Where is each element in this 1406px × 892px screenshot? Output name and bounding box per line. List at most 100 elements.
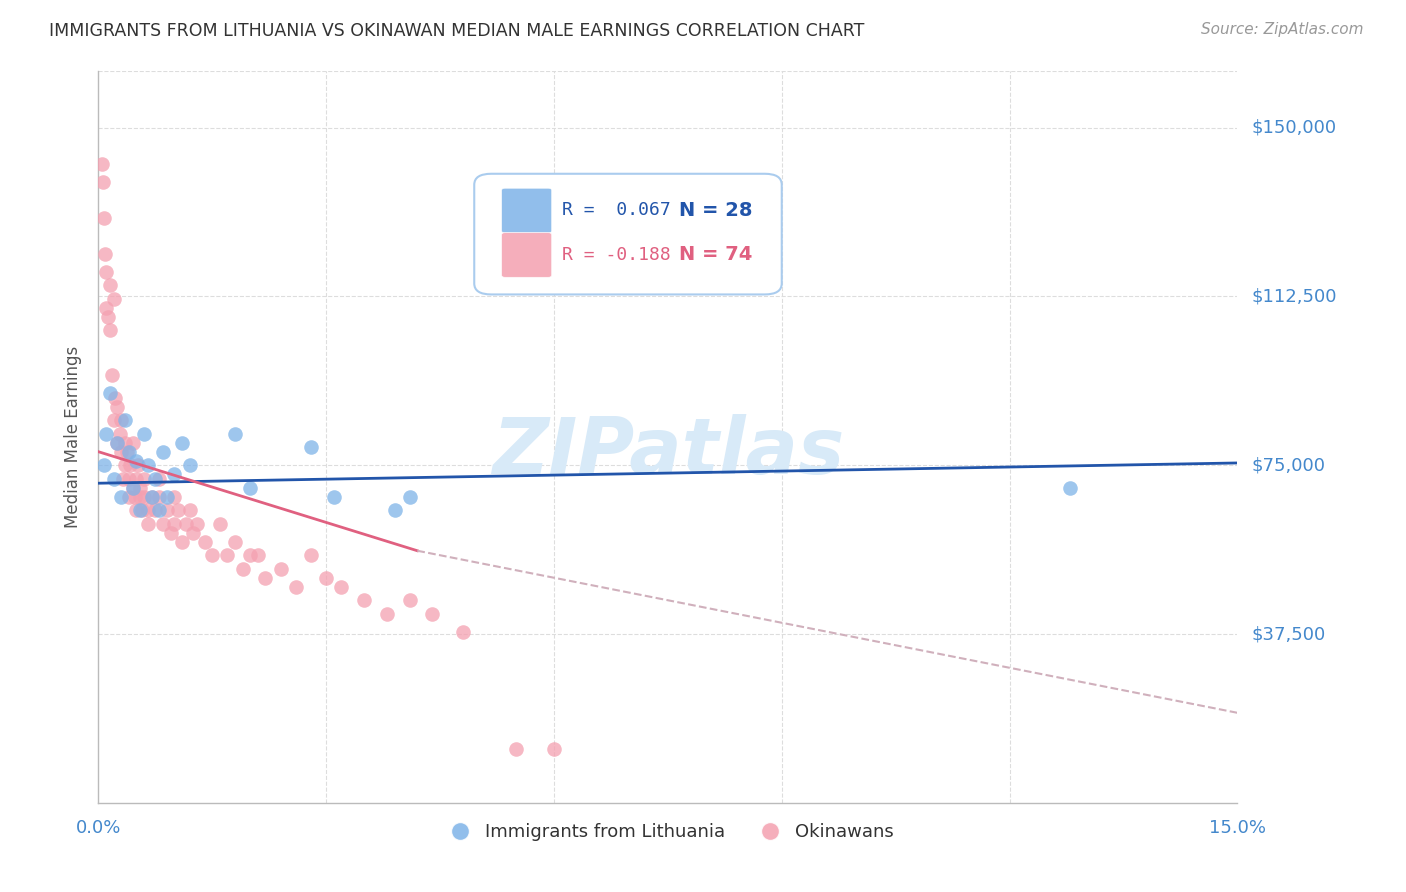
- Point: [543, 741, 565, 756]
- Point: [145, 503, 167, 517]
- Point: [159, 525, 181, 540]
- Text: ZIPatlas: ZIPatlas: [492, 414, 844, 490]
- Point: [284, 580, 307, 594]
- Text: 0.0%: 0.0%: [76, 820, 121, 838]
- Point: [121, 435, 143, 450]
- Point: [170, 534, 193, 549]
- Point: [94, 246, 117, 260]
- Point: [186, 516, 208, 531]
- Point: [110, 490, 132, 504]
- Text: R =  0.067: R = 0.067: [562, 202, 671, 219]
- Point: [117, 444, 139, 458]
- Point: [141, 490, 163, 504]
- Point: [114, 413, 136, 427]
- Legend: Immigrants from Lithuania, Okinawans: Immigrants from Lithuania, Okinawans: [434, 816, 901, 848]
- Point: [132, 490, 155, 504]
- Text: IMMIGRANTS FROM LITHUANIA VS OKINAWAN MEDIAN MALE EARNINGS CORRELATION CHART: IMMIGRANTS FROM LITHUANIA VS OKINAWAN ME…: [49, 22, 865, 40]
- Point: [125, 472, 148, 486]
- Point: [148, 490, 170, 504]
- Point: [163, 490, 186, 504]
- Point: [114, 435, 136, 450]
- Point: [239, 481, 262, 495]
- Text: $75,000: $75,000: [1251, 456, 1326, 475]
- Point: [118, 490, 141, 504]
- Point: [101, 368, 124, 383]
- Text: N = 74: N = 74: [679, 245, 752, 264]
- Point: [375, 607, 398, 621]
- FancyBboxPatch shape: [474, 174, 782, 294]
- Point: [129, 490, 152, 504]
- Point: [270, 562, 292, 576]
- Point: [353, 593, 375, 607]
- FancyBboxPatch shape: [502, 188, 551, 233]
- Point: [232, 562, 254, 576]
- Point: [422, 607, 444, 621]
- Point: [93, 458, 115, 473]
- Point: [156, 490, 179, 504]
- Point: [104, 391, 127, 405]
- Point: [246, 548, 269, 562]
- Point: [103, 292, 125, 306]
- Point: [239, 548, 262, 562]
- Point: [152, 444, 174, 458]
- Point: [148, 472, 170, 486]
- Point: [136, 516, 159, 531]
- Point: [132, 472, 155, 486]
- Text: R = -0.188: R = -0.188: [562, 245, 671, 264]
- Point: [148, 503, 170, 517]
- Point: [398, 593, 420, 607]
- Point: [145, 472, 167, 486]
- Point: [170, 435, 193, 450]
- Point: [111, 472, 134, 486]
- Point: [194, 534, 217, 549]
- Point: [132, 426, 155, 441]
- Point: [114, 458, 136, 473]
- Text: $112,500: $112,500: [1251, 287, 1337, 305]
- Point: [163, 467, 186, 482]
- Text: N = 28: N = 28: [679, 201, 752, 219]
- Point: [183, 525, 205, 540]
- Point: [110, 444, 132, 458]
- Point: [107, 400, 129, 414]
- Point: [136, 458, 159, 473]
- Point: [167, 503, 190, 517]
- Text: $37,500: $37,500: [1251, 625, 1326, 643]
- Point: [224, 534, 246, 549]
- Point: [398, 490, 420, 504]
- Point: [299, 440, 322, 454]
- Point: [103, 413, 125, 427]
- Point: [121, 481, 143, 495]
- Point: [98, 323, 121, 337]
- Point: [505, 741, 527, 756]
- Point: [299, 548, 322, 562]
- Text: 15.0%: 15.0%: [1209, 820, 1265, 838]
- Point: [96, 310, 118, 324]
- Point: [93, 211, 115, 225]
- Point: [107, 435, 129, 450]
- Point: [141, 490, 163, 504]
- Point: [94, 426, 117, 441]
- Point: [330, 580, 353, 594]
- Text: Source: ZipAtlas.com: Source: ZipAtlas.com: [1201, 22, 1364, 37]
- Point: [121, 481, 143, 495]
- Point: [91, 156, 114, 170]
- Point: [98, 386, 121, 401]
- Point: [91, 175, 114, 189]
- Point: [179, 503, 201, 517]
- Point: [451, 624, 474, 639]
- Point: [131, 503, 153, 517]
- Point: [103, 472, 125, 486]
- FancyBboxPatch shape: [502, 233, 551, 277]
- Point: [98, 278, 121, 293]
- Point: [108, 426, 131, 441]
- Y-axis label: Median Male Earnings: Median Male Earnings: [65, 346, 83, 528]
- Point: [125, 503, 148, 517]
- Point: [1059, 481, 1081, 495]
- Point: [118, 472, 141, 486]
- Point: [174, 516, 197, 531]
- Point: [110, 413, 132, 427]
- Point: [217, 548, 239, 562]
- Point: [107, 435, 129, 450]
- Point: [124, 490, 146, 504]
- Point: [152, 516, 174, 531]
